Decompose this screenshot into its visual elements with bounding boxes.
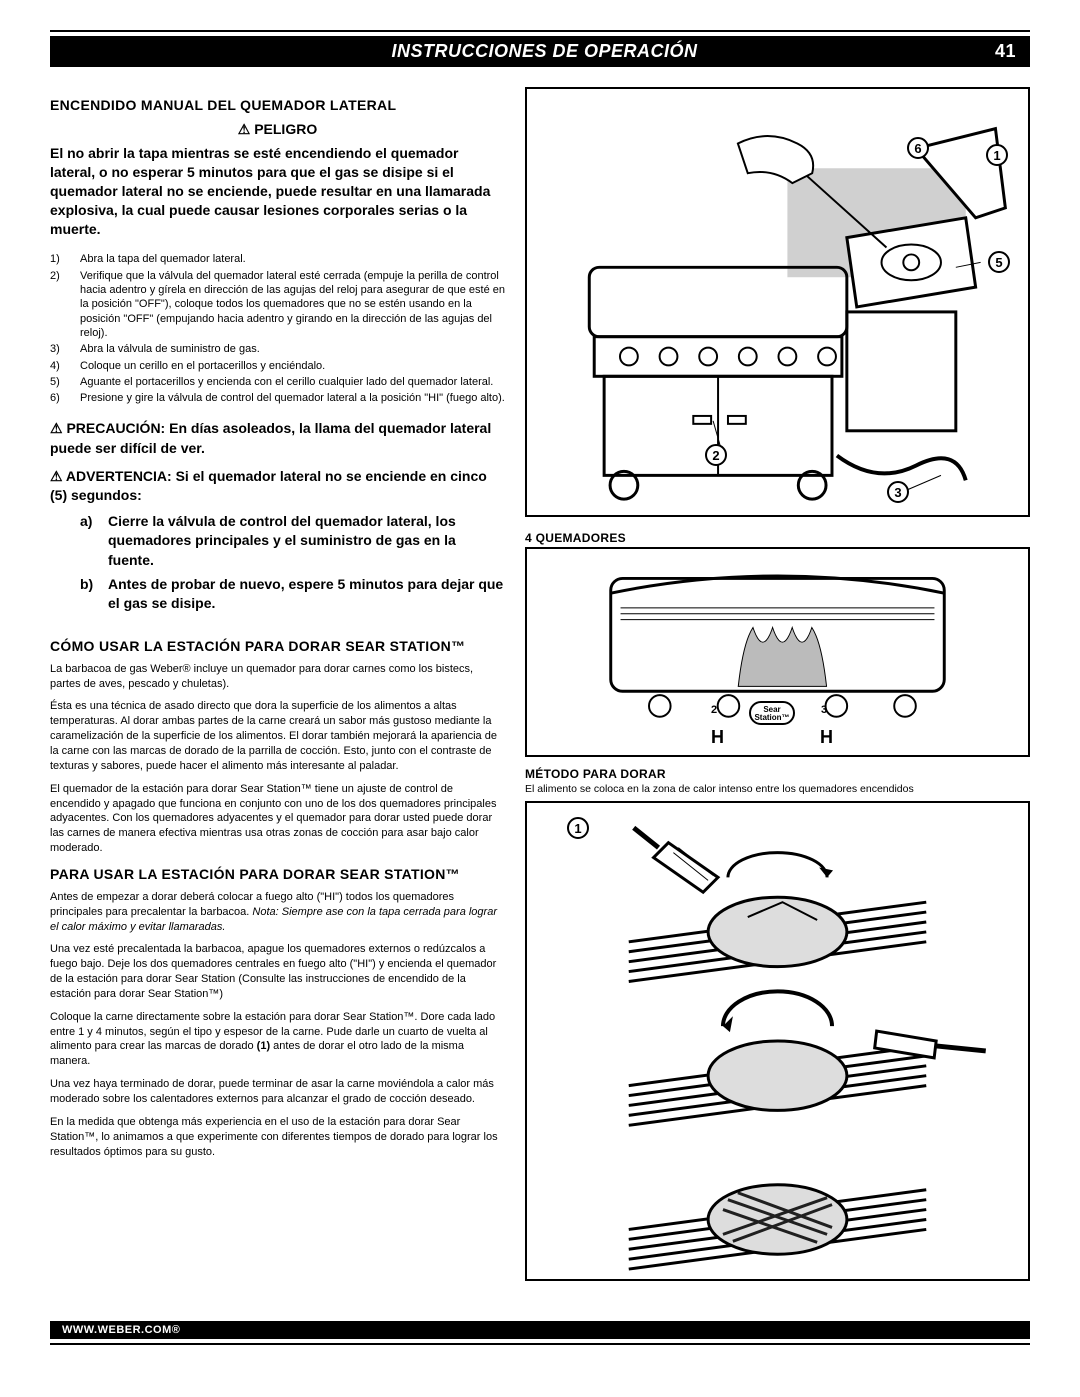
footer-url: WWW.WEBER.COM®	[62, 1324, 180, 1336]
grill-illustration	[527, 89, 1028, 515]
callout-5: 5	[988, 251, 1010, 273]
content-columns: ENCENDIDO MANUAL DEL QUEMADOR LATERAL ⚠ …	[50, 87, 1030, 1291]
sear-steps-illustration	[527, 803, 1028, 1279]
page-title: INSTRUCCIONES DE OPERACIÓN	[94, 41, 995, 62]
step-num: 4)	[50, 359, 68, 373]
para: Ésta es una técnica de asado directo que…	[50, 699, 505, 773]
para: Una vez esté precalentada la barbacoa, a…	[50, 942, 505, 1001]
figure-grill-side-burner: 6 1 5 2 3	[525, 87, 1030, 517]
figure-4-burners: 2 3 Sear Station™ H H	[525, 547, 1030, 757]
sear-station-badge: Sear Station™	[749, 701, 795, 725]
para: La barbacoa de gas Weber® incluye un que…	[50, 662, 505, 692]
steps-list: 1) Abra la tapa del quemador lateral. 2)V…	[50, 252, 505, 405]
step-num: 6)	[50, 391, 68, 405]
burner-num-2: 2	[711, 704, 717, 716]
callout-3: 3	[887, 481, 909, 503]
step-row: 1) Abra la tapa del quemador lateral.	[50, 252, 505, 266]
heat-H-right: H	[820, 727, 833, 748]
rule-bottom	[50, 1343, 1030, 1345]
heading-sear-station: CÓMO USAR LA ESTACIÓN PARA DORAR SEAR ST…	[50, 638, 505, 654]
callout-step-1: 1	[567, 817, 589, 839]
subtitle-metodo: MÉTODO PARA DORAR	[525, 767, 1030, 781]
sub-label: a)	[80, 512, 98, 571]
sub-item: b) Antes de probar de nuevo, espere 5 min…	[80, 575, 505, 614]
caption-metodo: El alimento se coloca en la zona de calo…	[525, 783, 1030, 795]
heat-H-left: H	[711, 727, 724, 748]
step-row: 5) Aguante el portacerillos y encienda co…	[50, 375, 505, 389]
step-text: Aguante el portacerillos y encienda con …	[80, 375, 493, 389]
left-column: ENCENDIDO MANUAL DEL QUEMADOR LATERAL ⚠ …	[50, 87, 505, 1291]
step-text: Abra la tapa del quemador lateral.	[80, 252, 246, 266]
para: El quemador de la estación para dorar Se…	[50, 782, 505, 856]
title-bar: INSTRUCCIONES DE OPERACIÓN 41	[50, 36, 1030, 67]
step-text: Abra la válvula de suministro de gas.	[80, 342, 260, 356]
step-text: Verifique que la válvula del quemador la…	[80, 269, 505, 340]
sub-label: b)	[80, 575, 98, 614]
step-num: 1)	[50, 252, 68, 266]
page-number: 41	[995, 41, 1016, 62]
step-num: 2)	[50, 269, 68, 340]
step-num: 5)	[50, 375, 68, 389]
step-row: 2)Verifique que la válvula del quemador …	[50, 269, 505, 340]
figure-sear-method: 1	[525, 801, 1030, 1281]
step-text: Presione y gire la válvula de control de…	[80, 391, 505, 405]
warning-text: ⚠ ADVERTENCIA: Si el quemador lateral no…	[50, 467, 505, 506]
callout-2: 2	[705, 444, 727, 466]
para: Una vez haya terminado de dorar, puede t…	[50, 1077, 505, 1107]
subtitle-quemadores: 4 QUEMADORES	[525, 531, 1030, 545]
sub-item: a)Cierre la válvula de control del quema…	[80, 512, 505, 571]
step-row: 3) Abra la válvula de suministro de gas.	[50, 342, 505, 356]
heading-encendido: ENCENDIDO MANUAL DEL QUEMADOR LATERAL	[50, 97, 505, 113]
step-num: 3)	[50, 342, 68, 356]
danger-heading: ⚠ PELIGRO	[50, 121, 505, 138]
callout-1: 1	[986, 144, 1008, 166]
right-column: 6 1 5 2 3 4 QUEMADORES	[525, 87, 1030, 1291]
sear-bottom: Station™	[754, 713, 789, 722]
step-row: 4) Coloque un cerillo en el portacerillos…	[50, 359, 505, 373]
footer-bar: WWW.WEBER.COM®	[50, 1321, 1030, 1339]
para: Antes de empezar a dorar deberá colocar …	[50, 890, 505, 935]
callout-6: 6	[907, 137, 929, 159]
step-row: 6) Presione y gire la válvula de control …	[50, 391, 505, 405]
rule-top	[50, 30, 1030, 32]
warning-sublist: a)Cierre la válvula de control del quema…	[80, 512, 505, 614]
step-text: Coloque un cerillo en el portacerillos y…	[80, 359, 325, 373]
heading-para-usar: PARA USAR LA ESTACIÓN PARA DORAR SEAR ST…	[50, 866, 505, 882]
para: Coloque la carne directamente sobre la e…	[50, 1010, 505, 1069]
danger-text: El no abrir la tapa mientras se esté enc…	[50, 144, 505, 238]
burner-num-3: 3	[821, 704, 827, 716]
sub-text: Cierre la válvula de control del quemado…	[108, 512, 505, 571]
para-bold: (1)	[257, 1040, 270, 1052]
para: En la medida que obtenga más experiencia…	[50, 1115, 505, 1160]
sub-text: Antes de probar de nuevo, espere 5 minut…	[108, 575, 505, 614]
precaution-text: ⚠ PRECAUCIÓN: En días asoleados, la llam…	[50, 419, 505, 458]
